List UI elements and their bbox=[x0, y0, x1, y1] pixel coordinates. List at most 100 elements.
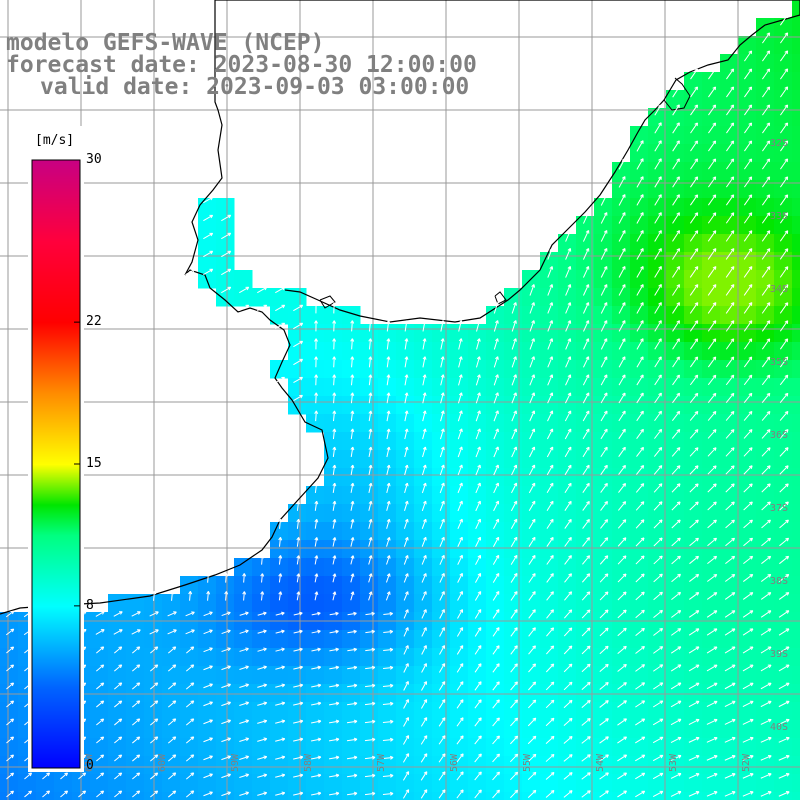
wind-arrow bbox=[725, 248, 735, 260]
wind-arrow bbox=[547, 302, 554, 314]
wind-arrow bbox=[404, 320, 409, 332]
wind-speed-cell bbox=[306, 360, 325, 379]
wind-speed-cell bbox=[774, 162, 793, 181]
wind-speed-cell bbox=[774, 54, 793, 73]
colorbar-tick-label: 22 bbox=[86, 314, 102, 330]
wind-speed-cell bbox=[630, 648, 649, 667]
wind-speed-cell bbox=[558, 648, 577, 667]
wind-arrow bbox=[672, 158, 680, 170]
wind-speed-cell bbox=[666, 126, 685, 145]
wind-speed-cell bbox=[738, 144, 757, 163]
wind-arrow bbox=[654, 230, 662, 242]
wind-speed-cell bbox=[396, 666, 415, 685]
wind-speed-cell bbox=[306, 522, 325, 541]
wind-speed-cell bbox=[576, 702, 595, 721]
wind-speed-cell bbox=[774, 216, 793, 235]
wind-speed-cell bbox=[612, 558, 631, 577]
wind-speed-cell bbox=[738, 162, 757, 181]
wind-speed-cell bbox=[756, 396, 775, 415]
wind-speed-cell bbox=[522, 540, 541, 559]
wind-speed-cell bbox=[540, 558, 559, 577]
wind-speed-cell bbox=[468, 540, 487, 559]
wind-speed-cell bbox=[720, 486, 739, 505]
wind-arrow bbox=[547, 266, 554, 278]
wind-speed-cell bbox=[684, 702, 703, 721]
wind-speed-cell bbox=[594, 414, 613, 433]
wind-speed-cell bbox=[540, 306, 559, 325]
wind-speed-cell bbox=[738, 126, 757, 145]
wind-speed-cell bbox=[216, 252, 235, 271]
wind-speed-cell bbox=[306, 414, 325, 433]
wind-speed-cell bbox=[558, 468, 577, 487]
wind-arrow bbox=[780, 140, 789, 152]
wind-speed-cell bbox=[342, 378, 361, 397]
wind-arrow bbox=[707, 302, 717, 314]
wind-speed-cell bbox=[288, 378, 307, 397]
wind-speed-cell bbox=[504, 558, 523, 577]
wind-arrow bbox=[350, 320, 355, 332]
wind-speed-cell bbox=[684, 126, 703, 145]
wind-arrow bbox=[690, 122, 698, 134]
wind-speed-cell bbox=[720, 342, 739, 361]
wind-speed-cell bbox=[414, 774, 433, 793]
wind-speed-cell bbox=[738, 378, 757, 397]
wind-speed-cell bbox=[324, 720, 343, 739]
wind-speed-cell bbox=[612, 702, 631, 721]
wind-speed-cell bbox=[504, 306, 523, 325]
wind-speed-cell bbox=[648, 666, 667, 685]
wind-speed-cell bbox=[522, 792, 541, 800]
wind-speed-cell bbox=[468, 684, 487, 703]
wind-arrow bbox=[707, 176, 717, 188]
wind-speed-cell bbox=[702, 666, 721, 685]
wind-speed-cell bbox=[648, 396, 667, 415]
wind-speed-cell bbox=[414, 630, 433, 649]
wind-arrow bbox=[743, 302, 753, 314]
wind-speed-cell bbox=[288, 684, 307, 703]
latitude-label: 35S bbox=[770, 357, 789, 368]
wind-speed-cell bbox=[738, 720, 757, 739]
wind-speed-cell bbox=[252, 648, 271, 667]
wind-speed-cell bbox=[684, 450, 703, 469]
wind-speed-cell bbox=[288, 540, 307, 559]
wind-speed-cell bbox=[414, 414, 433, 433]
wind-speed-cell bbox=[684, 468, 703, 487]
wind-speed-cell bbox=[288, 648, 307, 667]
wind-speed-cell bbox=[90, 720, 109, 739]
wind-speed-cell bbox=[450, 630, 469, 649]
wind-speed-cell bbox=[216, 234, 235, 253]
wind-speed-cell bbox=[450, 720, 469, 739]
wind-speed-cell bbox=[756, 144, 775, 163]
wind-speed-cell bbox=[702, 342, 721, 361]
wind-arrow bbox=[529, 302, 535, 314]
wind-speed-cell bbox=[342, 648, 361, 667]
wind-speed-cell bbox=[342, 576, 361, 595]
wind-speed-cell bbox=[108, 594, 127, 613]
wind-speed-cell bbox=[108, 702, 127, 721]
wind-speed-cell bbox=[630, 702, 649, 721]
wind-speed-cell bbox=[108, 774, 127, 793]
wind-speed-cell bbox=[576, 432, 595, 451]
wind-arrow bbox=[708, 86, 717, 98]
wind-speed-cell bbox=[504, 360, 523, 379]
wind-speed-cell bbox=[792, 324, 800, 343]
wind-arrow bbox=[672, 212, 680, 224]
wind-arrow bbox=[600, 302, 608, 314]
wind-speed-cell bbox=[774, 360, 793, 379]
wind-speed-cell bbox=[432, 360, 451, 379]
wind-speed-cell bbox=[702, 774, 721, 793]
wind-speed-cell bbox=[774, 18, 793, 37]
wind-arrow bbox=[654, 302, 662, 314]
wind-speed-cell bbox=[288, 666, 307, 685]
wind-speed-cell bbox=[216, 702, 235, 721]
wind-speed-cell bbox=[504, 702, 523, 721]
wind-speed-cell bbox=[630, 378, 649, 397]
wind-speed-cell bbox=[738, 756, 757, 775]
wind-speed-cell bbox=[306, 756, 325, 775]
wind-speed-cell bbox=[450, 342, 469, 361]
wind-speed-cell bbox=[378, 666, 397, 685]
wind-speed-cell bbox=[342, 306, 361, 325]
wind-speed-cell bbox=[378, 792, 397, 800]
wind-arrow bbox=[744, 122, 753, 134]
wind-arrow bbox=[636, 338, 644, 350]
